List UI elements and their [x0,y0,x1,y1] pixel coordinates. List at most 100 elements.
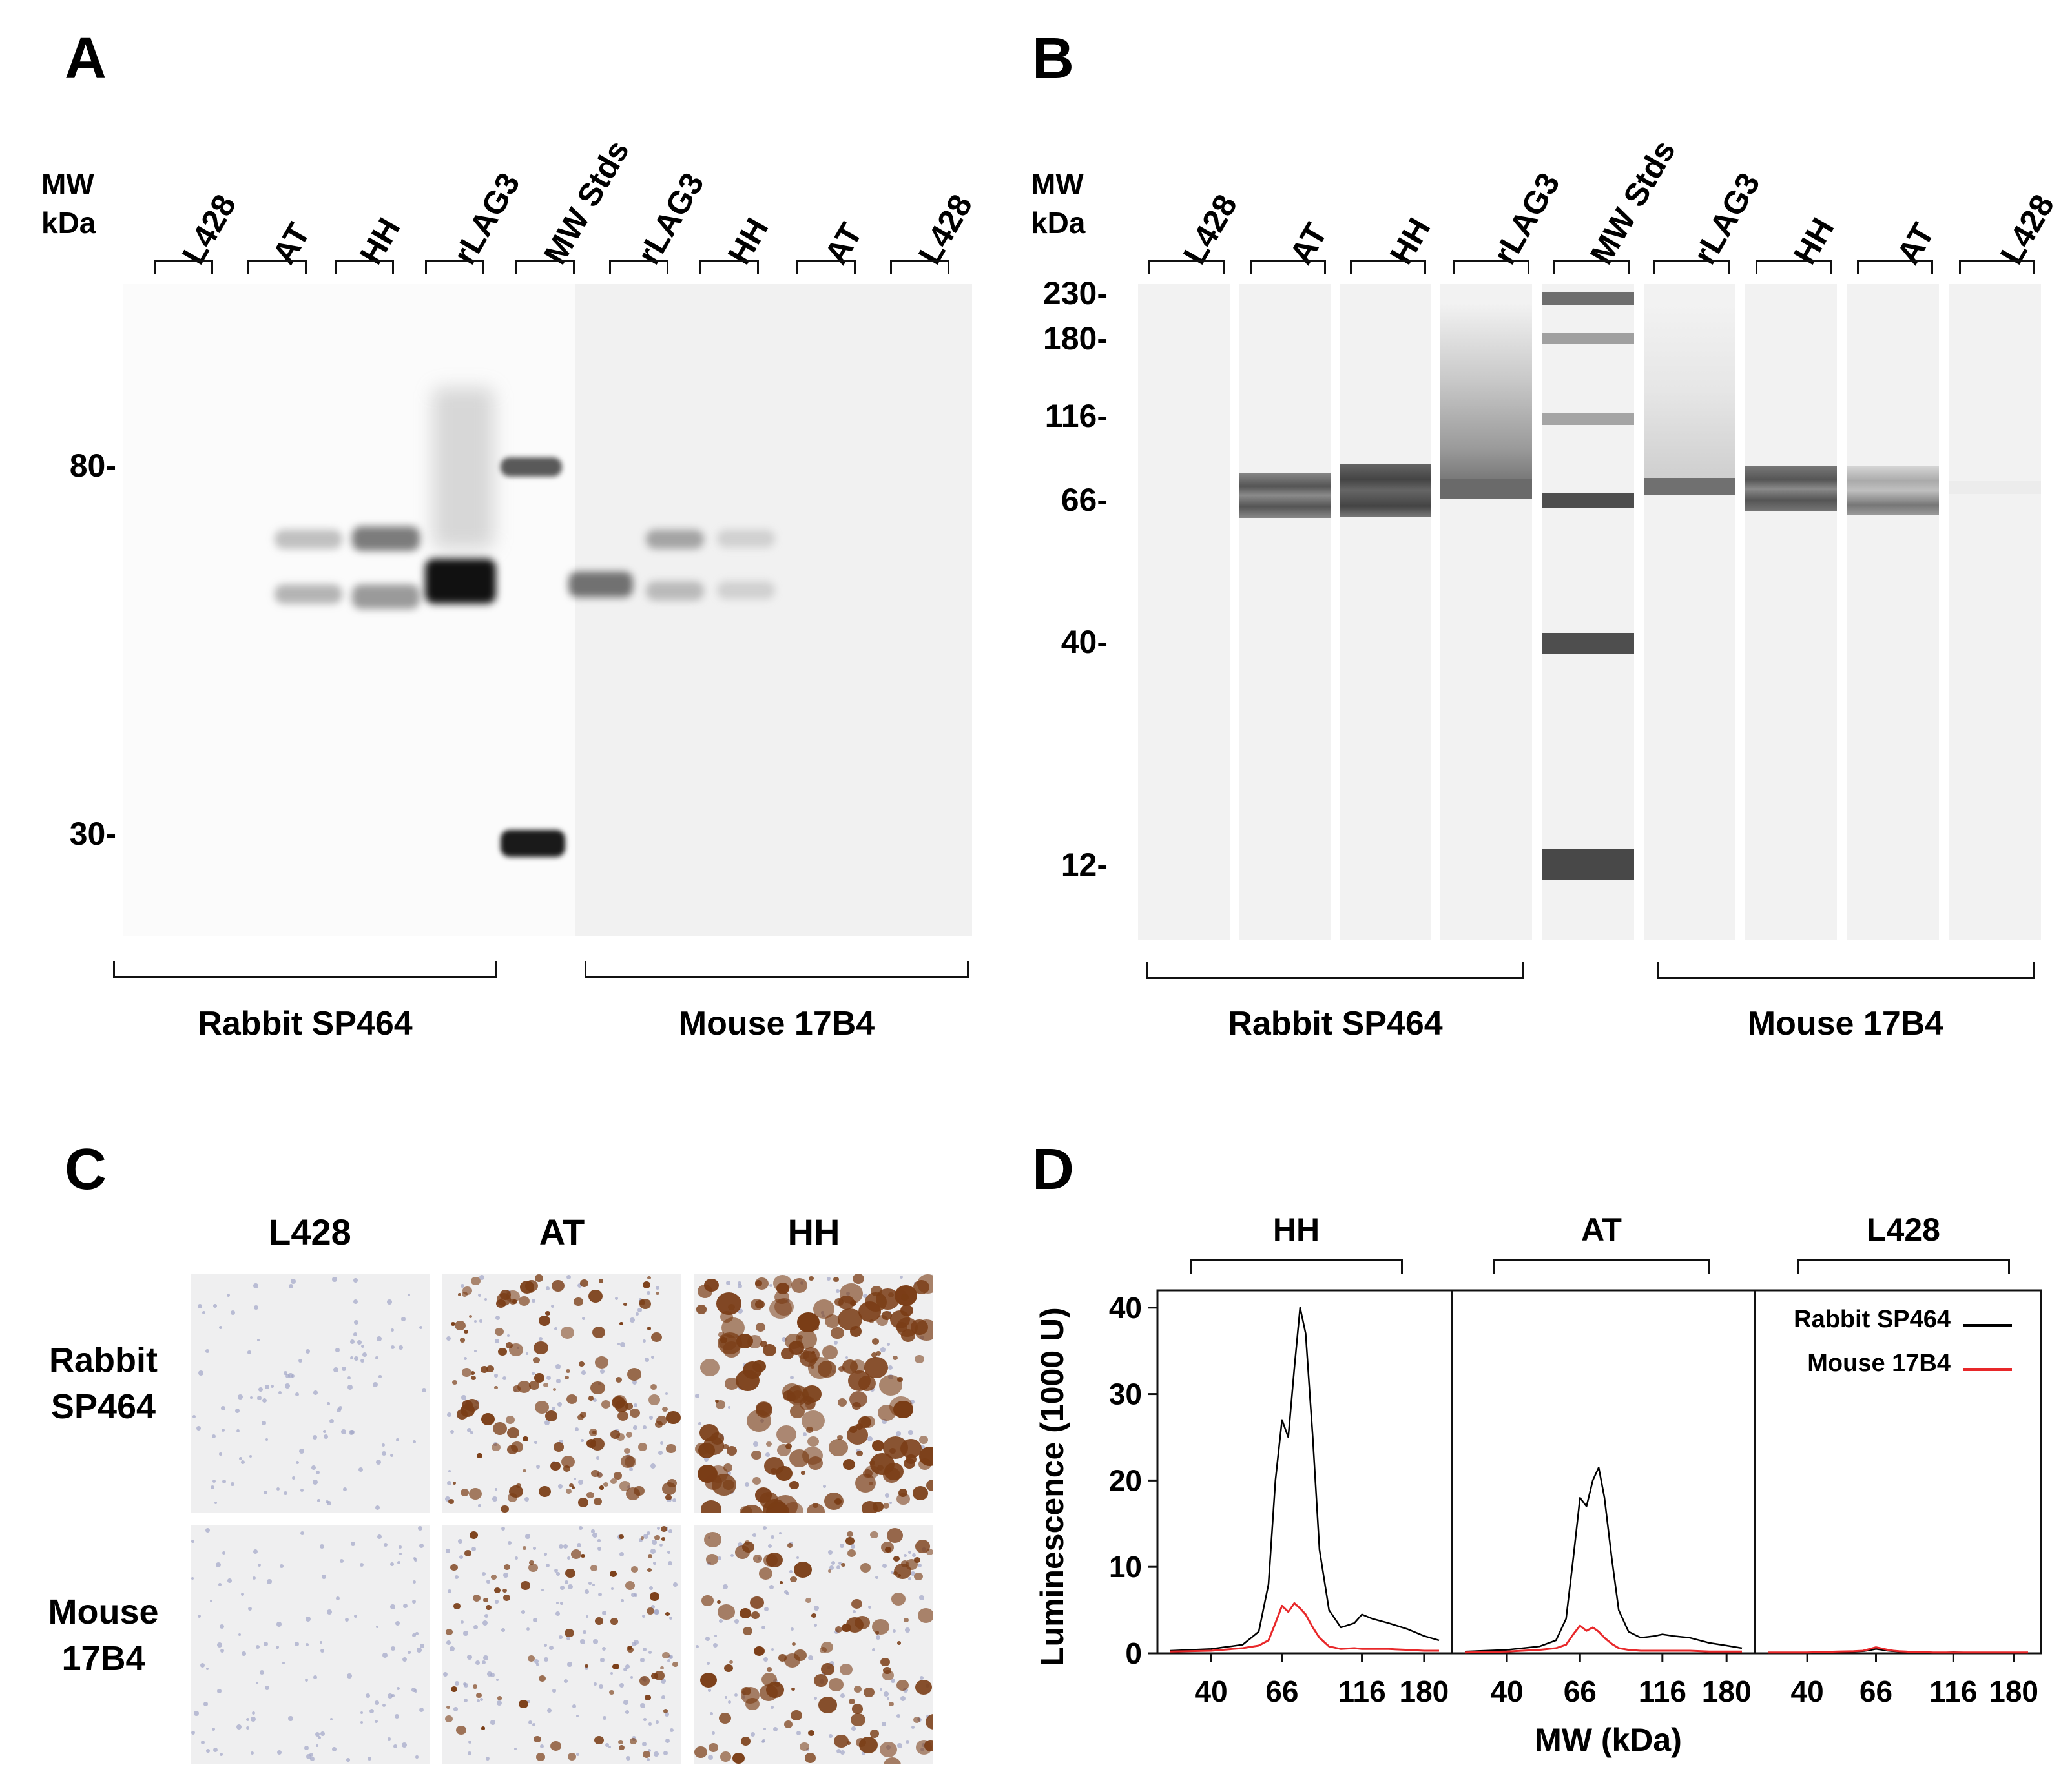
group-label-rabbit: Rabbit SP464 [1228,1005,1443,1042]
stained-cell [701,1500,722,1513]
nucleus-dot [419,1326,423,1330]
nucleus-dot [769,1585,774,1589]
nucleus-dot [773,1727,778,1732]
nucleus-dot [495,1316,501,1321]
stained-cell [852,1704,864,1714]
stained-cell [450,1564,458,1571]
nucleus-dot [191,1577,194,1580]
subpanel-bracket [1797,1259,2010,1274]
nucleus-dot [295,1392,300,1397]
nucleus-dot [834,1341,838,1345]
stained-cell [535,1401,550,1414]
stained-cell [835,1626,843,1633]
nucleus-dot [524,1497,530,1502]
series-rabbit-sp464 [1170,1307,1440,1652]
nucleus-dot [647,1758,650,1761]
stained-cell [716,1292,741,1315]
stained-cell [694,1746,707,1758]
x-tick-label: 116 [1639,1675,1686,1708]
stained-cell [543,1383,548,1387]
stained-cell [647,1327,652,1330]
nucleus-dot [393,1744,397,1748]
stained-cell [898,1489,908,1497]
lane-bracket [425,260,484,274]
stained-cell [639,1676,650,1686]
nucleus-dot [534,1441,537,1444]
x-axis-label: MW (kDa) [1535,1722,1682,1758]
nucleus-dot [213,1304,217,1308]
nucleus-dot [880,1347,886,1352]
nucleus-dot [219,1452,222,1456]
nucleus-dot [640,1703,645,1708]
nucleus-dot [882,1722,886,1726]
nucleus-dot [575,1427,579,1432]
stained-cell [627,1368,642,1381]
stained-cell [890,1310,910,1328]
stained-cell [634,1486,645,1496]
group-bracket [1146,962,1524,979]
stained-cell [870,1453,895,1476]
stained-cell [506,1416,515,1424]
nucleus-dot [311,1465,316,1470]
nucleus-dot [619,1683,624,1688]
nucleus-dot [413,1580,417,1584]
capillary-lane [1542,284,1634,940]
stained-cell [638,1443,648,1451]
stained-cell [828,1569,832,1573]
stained-cell [494,1587,501,1593]
stained-cell [789,1481,799,1490]
capillary-lane [1847,284,1939,940]
stained-cell [603,1482,609,1487]
stained-cell [470,1531,479,1539]
ihc-tile-rabbit-at [442,1274,681,1513]
nucleus-dot [411,1688,416,1692]
blot-membrane-right [575,284,972,936]
lane-bracket [1653,260,1730,274]
nucleus-dot [353,1299,358,1305]
nucleus-dot [634,1593,637,1597]
nucleus-dot [313,1480,318,1485]
nucleus-dot [791,1627,794,1631]
stained-cell [776,1466,793,1481]
nucleus-dot [594,1682,597,1686]
nucleus-dot [318,1736,322,1740]
nucleus-dot [323,1430,326,1433]
stained-cell [901,1294,909,1301]
nucleus-dot [779,1532,782,1535]
ladder-band [1542,413,1634,425]
stained-cell [814,1326,819,1331]
nucleus-dot [220,1624,225,1629]
stained-cell [510,1299,516,1305]
stained-cell [539,1486,552,1498]
nucleus-dot [738,1308,743,1314]
nucleus-dot [346,1758,350,1762]
nucleus-dot [277,1750,282,1755]
nucleus-dot [514,1748,517,1751]
blot-band [501,830,565,857]
nucleus-dot [445,1496,450,1502]
nucleus-dot [617,1343,620,1345]
nucleus-dot [908,1430,913,1435]
nucleus-dot [387,1299,392,1305]
stained-cell [590,1565,597,1571]
nucleus-dot [897,1743,902,1748]
stained-cell [577,1414,584,1420]
stained-cell [740,1505,763,1513]
nucleus-dot [484,1298,488,1301]
nucleus-dot [827,1277,831,1281]
nucleus-dot [241,1460,245,1464]
nucleus-dot [316,1471,320,1474]
nucleus-dot [889,1502,893,1505]
nucleus-dot [306,1349,311,1354]
nucleus-dot [300,1531,305,1536]
nucleus-dot [461,1284,464,1288]
nucleus-dot [221,1406,225,1410]
nucleus-dot [653,1562,656,1565]
stained-cell [654,1535,660,1540]
nucleus-dot [633,1425,637,1430]
stained-cell [497,1696,502,1700]
nucleus-dot [643,1339,646,1343]
stained-cell [794,1562,812,1578]
nucleus-dot [397,1561,401,1565]
nucleus-dot [413,1557,417,1560]
